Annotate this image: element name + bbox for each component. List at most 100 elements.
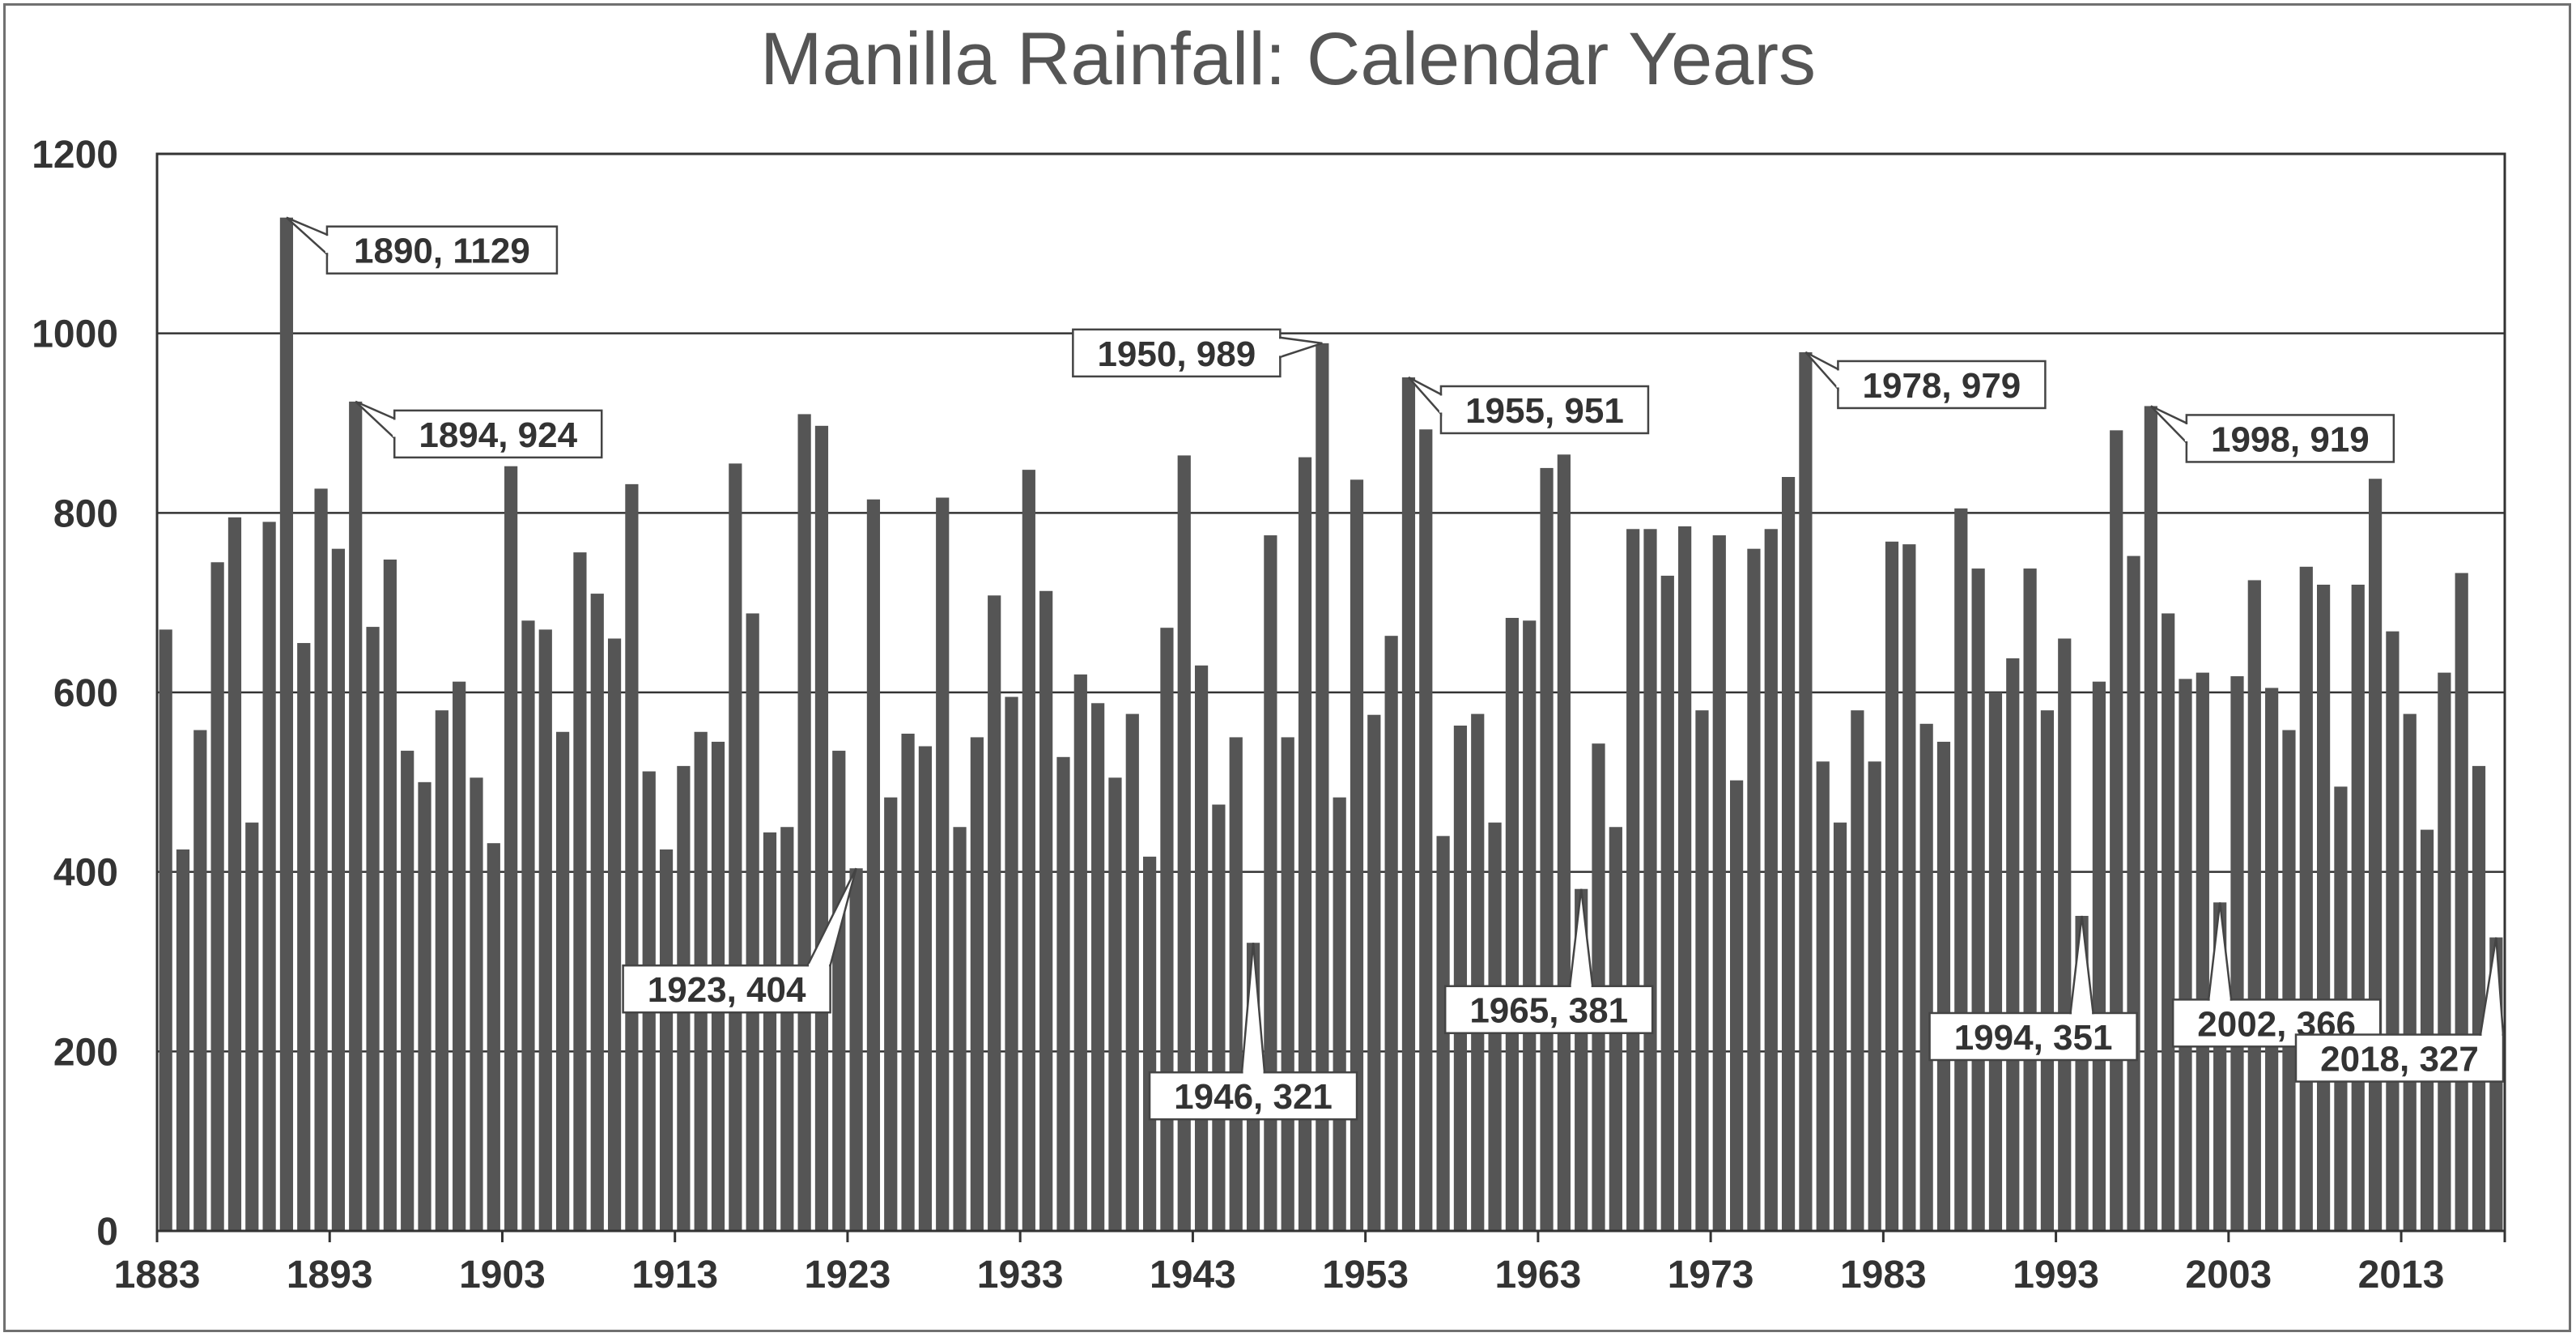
bar xyxy=(2230,676,2244,1231)
bar xyxy=(1764,529,1778,1231)
bar xyxy=(729,463,742,1231)
bar xyxy=(988,595,1001,1231)
bar xyxy=(2351,585,2365,1231)
bar xyxy=(1281,737,1294,1231)
bar xyxy=(1712,535,1726,1231)
bar xyxy=(1851,710,1864,1231)
x-tick-label: 1953 xyxy=(1322,1254,1409,1297)
callout-pointer xyxy=(806,867,857,967)
bar xyxy=(1902,544,1916,1231)
bar xyxy=(349,401,363,1231)
bar xyxy=(279,217,294,1232)
bar xyxy=(1695,710,1709,1231)
callout-box xyxy=(1148,1071,1358,1121)
x-tick-label: 2013 xyxy=(2358,1254,2445,1297)
x-tick-label: 1983 xyxy=(1840,1254,1927,1297)
bar xyxy=(1816,761,1830,1231)
callout-pointer xyxy=(1568,888,1594,987)
callout: 1946, 321 xyxy=(1148,943,1358,1121)
bar xyxy=(1073,674,1087,1231)
callout: 1923, 404 xyxy=(622,867,857,1014)
axes xyxy=(155,152,2506,1242)
bar xyxy=(2299,566,2313,1231)
bar xyxy=(401,751,414,1231)
bar xyxy=(2265,688,2279,1231)
bar xyxy=(866,499,881,1231)
bar xyxy=(435,710,448,1231)
bar xyxy=(936,497,950,1231)
y-tick-label: 1000 xyxy=(32,313,118,356)
bar xyxy=(832,751,846,1231)
callout-box xyxy=(1837,360,2047,410)
callout: 1894, 924 xyxy=(355,400,603,459)
bar xyxy=(1643,529,1657,1231)
bar xyxy=(2403,713,2417,1231)
bar xyxy=(1436,836,1450,1231)
callout-label: 1955, 951 xyxy=(1465,391,1624,431)
callout-box xyxy=(1439,385,1650,435)
callout-label: 1894, 924 xyxy=(419,415,577,455)
bar xyxy=(418,781,431,1231)
callout-box xyxy=(325,225,559,275)
callout-label: 1965, 381 xyxy=(1469,991,1628,1031)
bar xyxy=(159,629,172,1231)
bar xyxy=(2472,765,2486,1231)
callout-label: 1946, 321 xyxy=(1174,1077,1333,1117)
callout-box xyxy=(2294,1033,2505,1083)
x-tick-label: 1993 xyxy=(2013,1254,2099,1297)
bar xyxy=(1971,568,1985,1231)
bar xyxy=(2179,679,2192,1231)
x-tick-label: 1933 xyxy=(977,1254,1064,1297)
bar xyxy=(1453,726,1468,1231)
bar xyxy=(2127,556,2140,1231)
bar xyxy=(2058,638,2072,1231)
callout-label: 1890, 1129 xyxy=(354,232,530,271)
bar xyxy=(2438,672,2451,1231)
callout: 1955, 951 xyxy=(1408,376,1650,435)
bar xyxy=(1108,777,1122,1231)
bar xyxy=(2196,672,2209,1231)
callout-label: 1950, 989 xyxy=(1097,334,1256,374)
bar xyxy=(901,733,915,1231)
bar xyxy=(504,466,518,1231)
bar xyxy=(953,827,967,1231)
y-tick-labels: 0 200 400 600 800 1000 1200 xyxy=(32,134,118,1254)
bar xyxy=(1384,636,1398,1231)
y-tick-label: 800 xyxy=(53,492,118,535)
bar xyxy=(227,517,242,1231)
bar xyxy=(487,843,500,1231)
bar xyxy=(521,620,535,1231)
bar xyxy=(797,414,811,1232)
chart-title: Manilla Rainfall: Calendar Years xyxy=(760,18,1816,100)
bar xyxy=(2023,568,2037,1231)
bar xyxy=(2040,710,2055,1231)
bar xyxy=(573,552,587,1231)
bar xyxy=(176,849,190,1231)
bar xyxy=(1143,856,1157,1231)
x-tick-label: 1923 xyxy=(805,1254,891,1297)
x-tick-label: 1893 xyxy=(287,1254,373,1297)
bar xyxy=(814,425,829,1231)
bar xyxy=(1125,713,1139,1231)
bar xyxy=(366,627,380,1231)
bar xyxy=(1419,429,1433,1231)
bar xyxy=(1298,457,1312,1231)
bar xyxy=(1919,723,1933,1231)
bar xyxy=(2282,730,2296,1231)
bar xyxy=(1091,703,1105,1231)
bar xyxy=(1626,529,1640,1231)
bar xyxy=(1678,526,1692,1231)
bar xyxy=(1005,696,1018,1231)
y-tick-label: 600 xyxy=(53,672,118,715)
callout-label: 1994, 351 xyxy=(1954,1018,2113,1058)
bar xyxy=(1781,477,1796,1231)
y-tick-label: 0 xyxy=(96,1211,118,1254)
bar xyxy=(1730,780,1744,1231)
callout: 1998, 919 xyxy=(2149,405,2395,463)
bar xyxy=(1471,713,1485,1231)
x-tick-label: 2003 xyxy=(2185,1254,2272,1297)
bar xyxy=(659,849,674,1231)
bar xyxy=(2006,658,2020,1231)
x-tick-label: 1903 xyxy=(459,1254,546,1297)
bar xyxy=(1194,665,1209,1231)
